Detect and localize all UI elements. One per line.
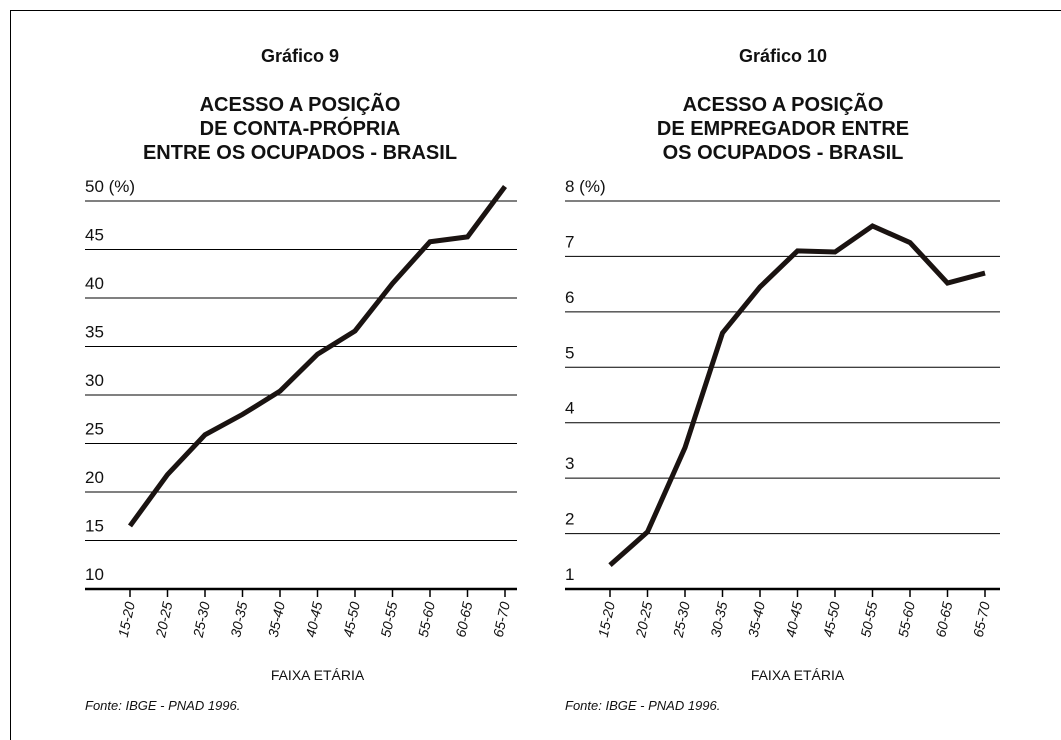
y-tick-label: 40 xyxy=(85,274,104,293)
x-axis-label: FAIXA ETÁRIA xyxy=(271,667,365,683)
source-note: Fonte: IBGE - PNAD 1996. xyxy=(85,698,240,713)
x-tick-label: 55-60 xyxy=(895,600,918,639)
x-tick-label: 50-55 xyxy=(857,600,880,639)
chart-title: ENTRE OS OCUPADOS - BRASIL xyxy=(143,142,457,164)
y-tick-label: 2 xyxy=(565,510,574,529)
y-tick-label: 20 xyxy=(85,468,104,487)
y-tick-label: 45 xyxy=(85,226,104,245)
chart-title: DE EMPREGADOR ENTRE xyxy=(657,118,909,140)
y-tick-label: 50 (%) xyxy=(85,177,135,196)
x-tick-label: 65-70 xyxy=(490,600,513,639)
x-tick-label: 30-35 xyxy=(227,600,250,639)
y-tick-label: 4 xyxy=(565,399,574,418)
x-tick-label: 35-40 xyxy=(745,600,768,639)
x-tick-label: 25-30 xyxy=(190,600,213,640)
x-tick-label: 20-25 xyxy=(632,600,655,640)
chart-title: ACESSO A POSIÇÃO xyxy=(683,93,884,116)
chart-subtitle: Gráfico 10 xyxy=(739,46,827,66)
frame xyxy=(10,10,1061,740)
y-tick-label: 8 (%) xyxy=(565,177,606,196)
y-tick-label: 1 xyxy=(565,565,574,584)
line-series xyxy=(608,223,986,568)
x-tick-label: 55-60 xyxy=(415,600,438,639)
x-tick-label: 25-30 xyxy=(670,600,693,640)
x-tick-label: 15-20 xyxy=(115,600,138,639)
x-tick-label: 45-50 xyxy=(340,600,363,639)
y-tick-label: 35 xyxy=(85,323,104,342)
x-tick-label: 20-25 xyxy=(152,600,175,640)
x-tick-label: 40-45 xyxy=(782,600,805,639)
y-tick-label: 10 xyxy=(85,565,104,584)
x-tick-label: 40-45 xyxy=(302,600,325,639)
x-tick-label: 30-35 xyxy=(707,600,730,639)
x-tick-label: 15-20 xyxy=(595,600,618,639)
x-tick-label: 45-50 xyxy=(820,600,843,639)
y-tick-label: 25 xyxy=(85,420,104,439)
chart-title: DE CONTA-PRÓPRIA xyxy=(200,116,401,140)
y-tick-label: 3 xyxy=(565,454,574,473)
x-tick-label: 50-55 xyxy=(377,600,400,639)
x-tick-label: 60-65 xyxy=(932,600,955,639)
y-tick-label: 5 xyxy=(565,343,574,362)
x-tick-label: 60-65 xyxy=(452,600,475,639)
line-series xyxy=(127,184,508,528)
x-tick-label: 65-70 xyxy=(970,600,993,639)
y-tick-label: 30 xyxy=(85,371,104,390)
y-tick-label: 7 xyxy=(565,232,574,251)
y-tick-label: 6 xyxy=(565,288,574,307)
chart-title: ACESSO A POSIÇÃO xyxy=(200,93,401,116)
x-tick-label: 35-40 xyxy=(265,600,288,639)
chart-title: OS OCUPADOS - BRASIL xyxy=(663,142,904,164)
y-tick-label: 15 xyxy=(85,517,104,536)
source-note: Fonte: IBGE - PNAD 1996. xyxy=(565,698,720,713)
x-axis-label: FAIXA ETÁRIA xyxy=(751,667,845,683)
chart-subtitle: Gráfico 9 xyxy=(261,46,339,66)
